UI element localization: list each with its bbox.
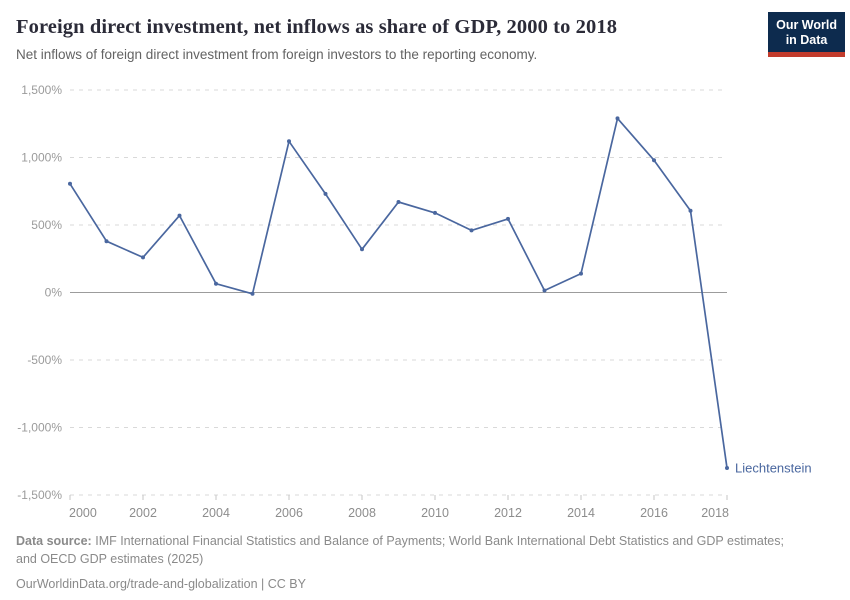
- chart-header: Foreign direct investment, net inflows a…: [16, 16, 834, 62]
- data-point-marker: [323, 191, 328, 196]
- chart-footer: Data source: IMF International Financial…: [16, 533, 828, 593]
- data-point-marker: [177, 213, 182, 218]
- data-source-line: Data source: IMF International Financial…: [16, 533, 828, 569]
- x-axis-label: 2016: [640, 506, 668, 520]
- x-axis-label: 2008: [348, 506, 376, 520]
- data-point-marker: [141, 255, 145, 260]
- owid-logo: Our World in Data: [768, 12, 845, 57]
- data-point-marker: [287, 139, 291, 144]
- y-axis-label: -1,000%: [17, 421, 62, 435]
- data-source-text: IMF International Financial Statistics a…: [95, 534, 784, 548]
- data-point-marker: [652, 158, 656, 163]
- y-axis-label: 1,000%: [21, 151, 62, 165]
- data-point-marker: [688, 208, 693, 213]
- x-axis-label: 2010: [421, 506, 449, 520]
- data-point-marker: [615, 116, 620, 121]
- y-axis-label: 0%: [45, 286, 63, 300]
- x-axis-label: 2012: [494, 506, 522, 520]
- series-line: [69, 117, 728, 469]
- data-source-text-2: and OECD GDP estimates (2025): [16, 551, 204, 566]
- y-axis-label: -1,500%: [17, 488, 62, 502]
- data-point-marker: [104, 239, 109, 244]
- entity-label: Liechtenstein: [735, 461, 812, 476]
- data-point-marker: [360, 247, 364, 252]
- x-axis-label: 2004: [202, 506, 230, 520]
- data-point-marker: [469, 228, 474, 233]
- y-axis-label: 1,500%: [21, 83, 62, 97]
- logo-text-line1: Our World: [776, 18, 837, 32]
- data-point-marker: [506, 216, 510, 221]
- y-axis-label: 500%: [31, 218, 62, 232]
- data-point-marker: [542, 288, 547, 293]
- y-axis-label: -500%: [27, 353, 62, 367]
- chart-title: Foreign direct investment, net inflows a…: [16, 16, 618, 38]
- data-point-marker: [396, 200, 401, 204]
- data-point-marker: [579, 271, 583, 276]
- data-point-marker: [214, 281, 218, 286]
- line-chart: 1,500% 1,000% 500% 0% -500% -1,000% -1,500% 200…: [17, 83, 812, 520]
- logo-text-line2: in Data: [785, 32, 828, 47]
- data-point-marker: [250, 291, 255, 296]
- data-source-label: Data source:: [16, 534, 92, 548]
- x-axis-label: 2006: [275, 506, 303, 520]
- data-point-marker: [68, 181, 72, 186]
- data-point-marker: [433, 210, 437, 215]
- chart-subtitle: Net inflows of foreign direct investment…: [16, 47, 538, 62]
- x-axis-label: 2002: [129, 506, 157, 520]
- x-axis-label: 2014: [567, 506, 595, 520]
- license-line: OurWorldinData.org/trade-and-globalizati…: [16, 576, 306, 591]
- x-axis-label: 2000: [69, 506, 97, 520]
- data-point-marker: [725, 466, 729, 470]
- x-axis-label: 2018: [701, 506, 729, 520]
